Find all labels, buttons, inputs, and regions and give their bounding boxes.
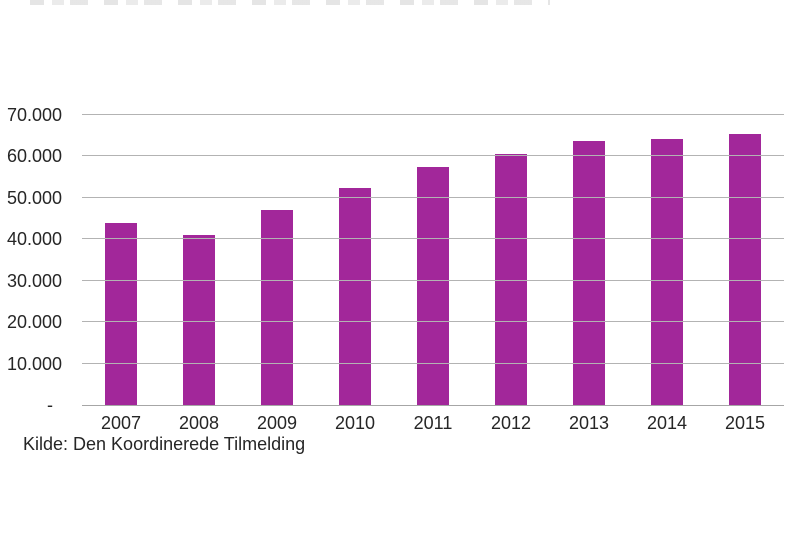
x-tick-label: 2012 xyxy=(490,413,532,433)
bar-2009 xyxy=(261,210,293,405)
bar-2010 xyxy=(339,188,371,405)
x-tick-label: 2010 xyxy=(334,413,376,433)
x-tick-label: 2009 xyxy=(256,413,298,433)
gridline xyxy=(82,321,784,323)
bar-slot xyxy=(160,115,238,405)
bars-container xyxy=(82,115,784,405)
bar-slot xyxy=(316,115,394,405)
y-tick-label: 60.000 xyxy=(6,146,62,167)
bar-slot xyxy=(628,115,706,405)
bar-slot xyxy=(238,115,316,405)
bar-2015 xyxy=(729,134,761,405)
x-tick-label: 2013 xyxy=(568,413,610,433)
gridline xyxy=(82,155,784,157)
bar-slot xyxy=(82,115,160,405)
gridline xyxy=(82,238,784,240)
x-tick-label: 2008 xyxy=(178,413,220,433)
y-tick-label: 30.000 xyxy=(6,270,62,291)
y-tick-label: - xyxy=(47,395,53,415)
bar-slot xyxy=(472,115,550,405)
bar-2007 xyxy=(105,222,137,405)
bar-slot xyxy=(550,115,628,405)
x-tick-label: 2014 xyxy=(646,413,688,433)
x-tick-label: 2011 xyxy=(413,413,453,433)
bar-2013 xyxy=(573,140,605,405)
y-tick-label: 70.000 xyxy=(6,105,62,125)
x-axis-line xyxy=(82,405,784,406)
bar-2011 xyxy=(417,167,449,405)
y-tick-label: 20.000 xyxy=(6,312,62,333)
bar-2014 xyxy=(651,139,683,405)
gridline xyxy=(82,196,784,198)
y-tick-label: 10.000 xyxy=(6,353,62,374)
y-tick-label: 40.000 xyxy=(6,229,62,250)
source-note: Kilde: Den Koordinerede Tilmelding xyxy=(23,434,306,454)
x-tick-label: 2007 xyxy=(100,413,142,433)
gridline xyxy=(82,362,784,364)
plot-area xyxy=(82,114,784,406)
x-tick-label: 2015 xyxy=(724,413,766,433)
bar-2008 xyxy=(183,235,215,405)
clipped-title-fragments xyxy=(30,0,550,5)
bar-slot xyxy=(706,115,784,405)
x-axis: 2007 2008 2009 2010 2011 2012 2013 2014 2015 xyxy=(82,412,784,436)
gridline xyxy=(82,279,784,281)
bar-slot xyxy=(394,115,472,405)
gridline xyxy=(82,114,784,115)
y-axis: 70.000 60.000 50.000 40.000 30.000 20.000 10.0… xyxy=(0,106,62,414)
y-tick-label: 50.000 xyxy=(6,187,62,208)
